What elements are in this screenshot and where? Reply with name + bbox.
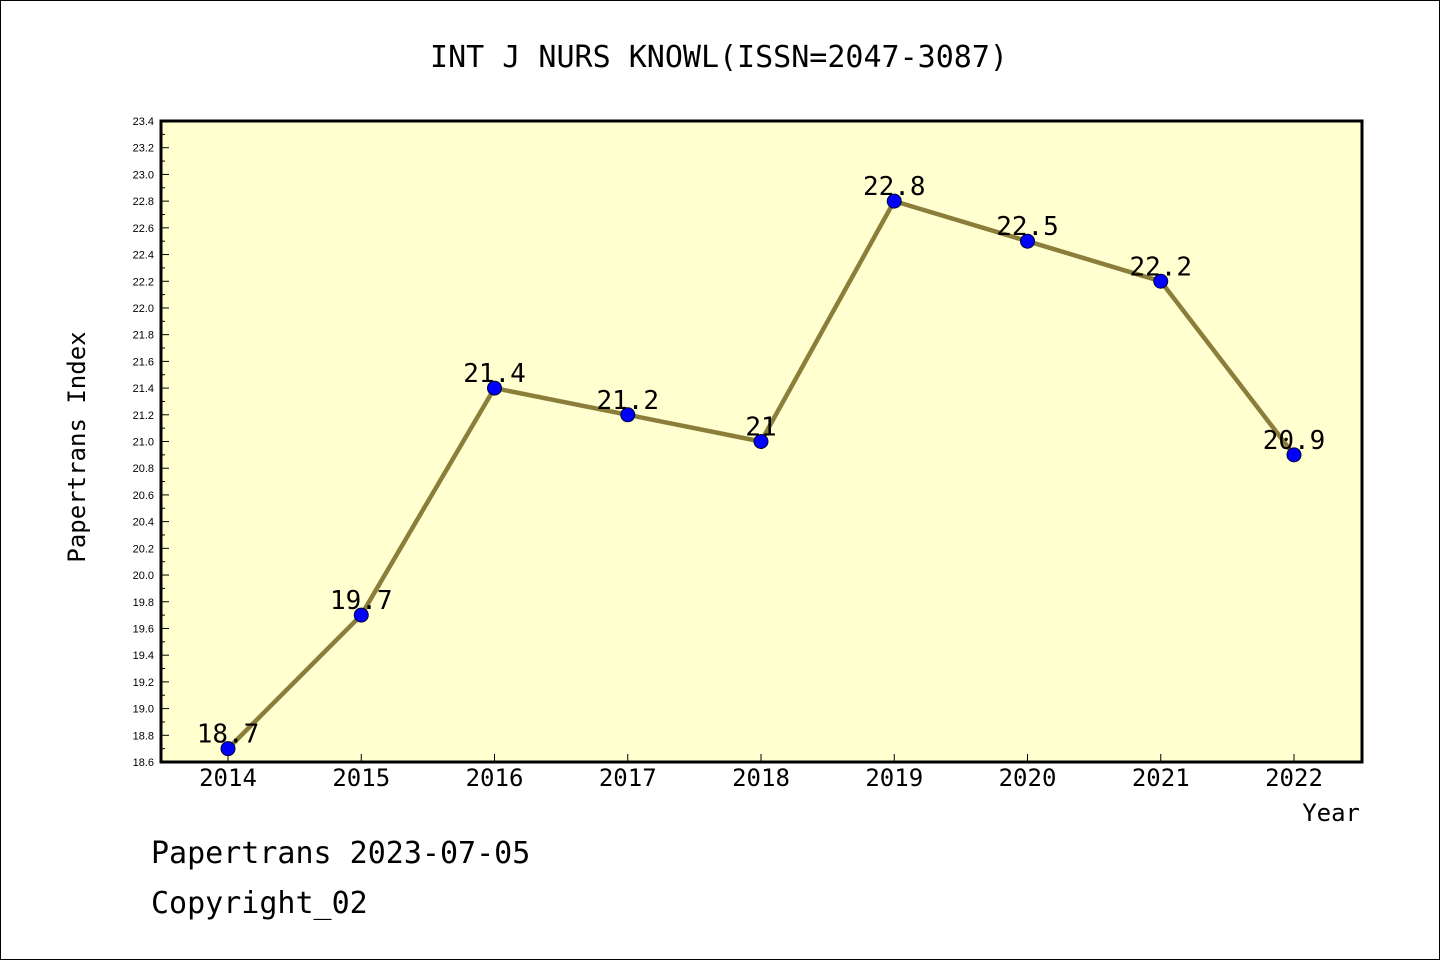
y-tick-label: 19.2	[133, 677, 154, 689]
x-tick-label: 2017	[599, 764, 657, 792]
data-label: 19.7	[330, 586, 393, 616]
y-tick-label: 23.2	[133, 143, 154, 155]
series-line-group: 18.7 19.7 21.4 21.2 21 22.8 22.5 22.2 20.9	[197, 172, 1326, 757]
y-tick-label: 19.6	[133, 623, 154, 635]
y-tick-label: 20.0	[133, 570, 154, 582]
x-tick-label: 2018	[732, 764, 790, 792]
data-point	[1286, 447, 1302, 463]
data-point	[487, 380, 502, 396]
data-point	[886, 193, 902, 209]
data-label: 21.4	[463, 359, 526, 389]
data-point	[753, 434, 769, 449]
y-tick-label: 20.6	[133, 490, 154, 502]
y-tick-label: 19.0	[133, 704, 154, 716]
y-tick-label: 20.2	[133, 543, 154, 555]
y-tick-label: 23.4	[133, 116, 154, 128]
data-label: 20.9	[1263, 426, 1326, 456]
y-tick-label: 20.4	[133, 517, 154, 529]
y-tick-label: 21.6	[133, 356, 154, 368]
y-tick-label: 19.8	[133, 597, 154, 609]
y-tick-label: 22.8	[133, 196, 154, 208]
data-label: 22.8	[863, 172, 926, 202]
chart-title: INT J NURS KNOWL(ISSN=2047-3087)	[430, 40, 1008, 75]
data-label: 21.2	[596, 386, 659, 416]
y-tick-label: 21.8	[133, 330, 154, 342]
data-point	[1020, 233, 1035, 249]
y-tick-label: 20.8	[133, 463, 154, 475]
y-tick-label: 23.0	[133, 169, 154, 181]
data-label: 22.2	[1129, 252, 1192, 282]
x-tick-label: 2014	[199, 764, 257, 792]
y-tick-label: 22.0	[133, 303, 154, 315]
data-point	[353, 607, 369, 623]
x-tick-label: 2021	[1132, 764, 1190, 792]
x-axis-label: Year	[1302, 799, 1360, 827]
y-tick-label: 22.2	[133, 276, 154, 288]
data-label: 22.5	[996, 212, 1059, 242]
y-tick-label: 22.4	[133, 250, 154, 262]
y-tick-label: 21.4	[133, 383, 154, 395]
x-tick-label: 2015	[332, 764, 390, 792]
footer-date: Papertrans 2023-07-05	[151, 836, 531, 871]
data-point	[1153, 273, 1169, 289]
x-axis: 2014 2015 2016 2017 2018 2019 2020 2021 2022	[199, 754, 1323, 792]
x-tick-label: 2019	[865, 764, 923, 792]
footer-copyright: Copyright_02	[151, 886, 368, 921]
y-tick-label: 18.6	[133, 757, 154, 769]
data-point	[220, 741, 236, 757]
y-tick-label: 21.2	[133, 410, 154, 422]
y-tick-label: 19.4	[133, 650, 154, 662]
data-label: 21	[745, 413, 776, 443]
x-tick-label: 2020	[999, 764, 1057, 792]
y-tick-label: 21.0	[133, 437, 154, 449]
y-axis: 18.6 18.8 19.0 19.2 19.4 19.6 19.8 20.0 20.2 20.4…	[133, 116, 169, 769]
data-point	[620, 407, 636, 423]
y-tick-label: 18.8	[133, 730, 154, 742]
y-tick-label: 22.6	[133, 223, 154, 235]
y-axis-label: Papertrans Index	[63, 331, 91, 562]
data-label: 18.7	[197, 720, 260, 750]
x-tick-label: 2022	[1265, 764, 1323, 792]
x-tick-label: 2016	[466, 764, 524, 792]
